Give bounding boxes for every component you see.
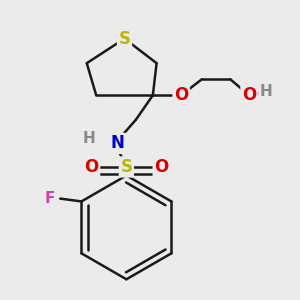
Text: H: H [82, 131, 95, 146]
Text: O: O [154, 158, 168, 176]
Text: S: S [118, 30, 130, 48]
Text: O: O [242, 86, 256, 104]
Text: O: O [174, 86, 188, 104]
Text: S: S [120, 158, 132, 176]
Text: H: H [260, 84, 272, 99]
Text: O: O [84, 158, 99, 176]
Text: F: F [45, 191, 56, 206]
Text: N: N [111, 134, 125, 152]
